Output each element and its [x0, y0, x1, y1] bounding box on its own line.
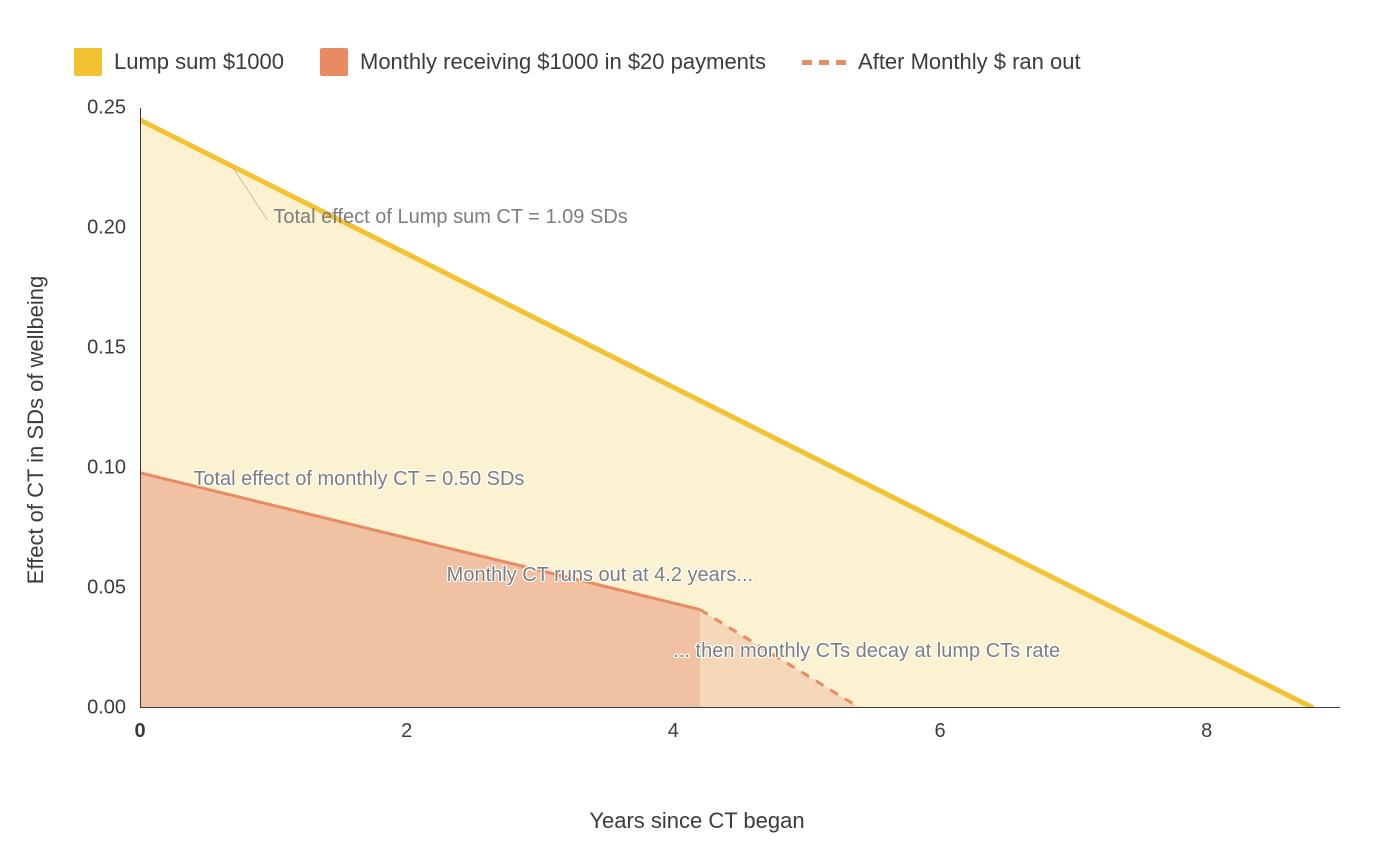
legend-item-monthly: Monthly receiving $1000 in $20 payments [320, 48, 766, 76]
annotation-runs_out: Monthly CT runs out at 4.2 years... [447, 564, 753, 587]
x-tick-label: 2 [401, 720, 412, 743]
x-tick-label: 8 [1201, 720, 1212, 743]
annotation-lump_total: Total effect of Lump sum CT = 1.09 SDs [273, 206, 627, 229]
y-tick-label: 0.25 [87, 97, 126, 120]
legend-dash-after [802, 60, 846, 65]
y-tick-label: 0.10 [87, 457, 126, 480]
x-tick-label: 0 [134, 720, 145, 743]
legend-label-lump: Lump sum $1000 [114, 49, 284, 75]
y-axis-label: Effect of CT in SDs of wellbeing [23, 276, 49, 585]
chart-root: Lump sum $1000 Monthly receiving $1000 i… [0, 0, 1394, 862]
y-tick-label: 0.15 [87, 337, 126, 360]
annotation-monthly_total: Total effect of monthly CT = 0.50 SDs [193, 468, 524, 491]
legend-label-monthly: Monthly receiving $1000 in $20 payments [360, 49, 766, 75]
legend: Lump sum $1000 Monthly receiving $1000 i… [74, 48, 1081, 76]
x-axis-label: Years since CT began [0, 808, 1394, 834]
plot-area [140, 108, 1340, 708]
legend-item-lump: Lump sum $1000 [74, 48, 284, 76]
legend-label-after: After Monthly $ ran out [858, 49, 1081, 75]
x-tick-label: 4 [668, 720, 679, 743]
annotation-then_decay: ... then monthly CTs decay at lump CTs r… [673, 640, 1060, 663]
legend-swatch-lump [74, 48, 102, 76]
x-tick-label: 6 [934, 720, 945, 743]
y-tick-label: 0.00 [87, 697, 126, 720]
legend-swatch-monthly [320, 48, 348, 76]
y-tick-label: 0.05 [87, 577, 126, 600]
legend-item-after: After Monthly $ ran out [802, 49, 1081, 75]
y-tick-label: 0.20 [87, 217, 126, 240]
